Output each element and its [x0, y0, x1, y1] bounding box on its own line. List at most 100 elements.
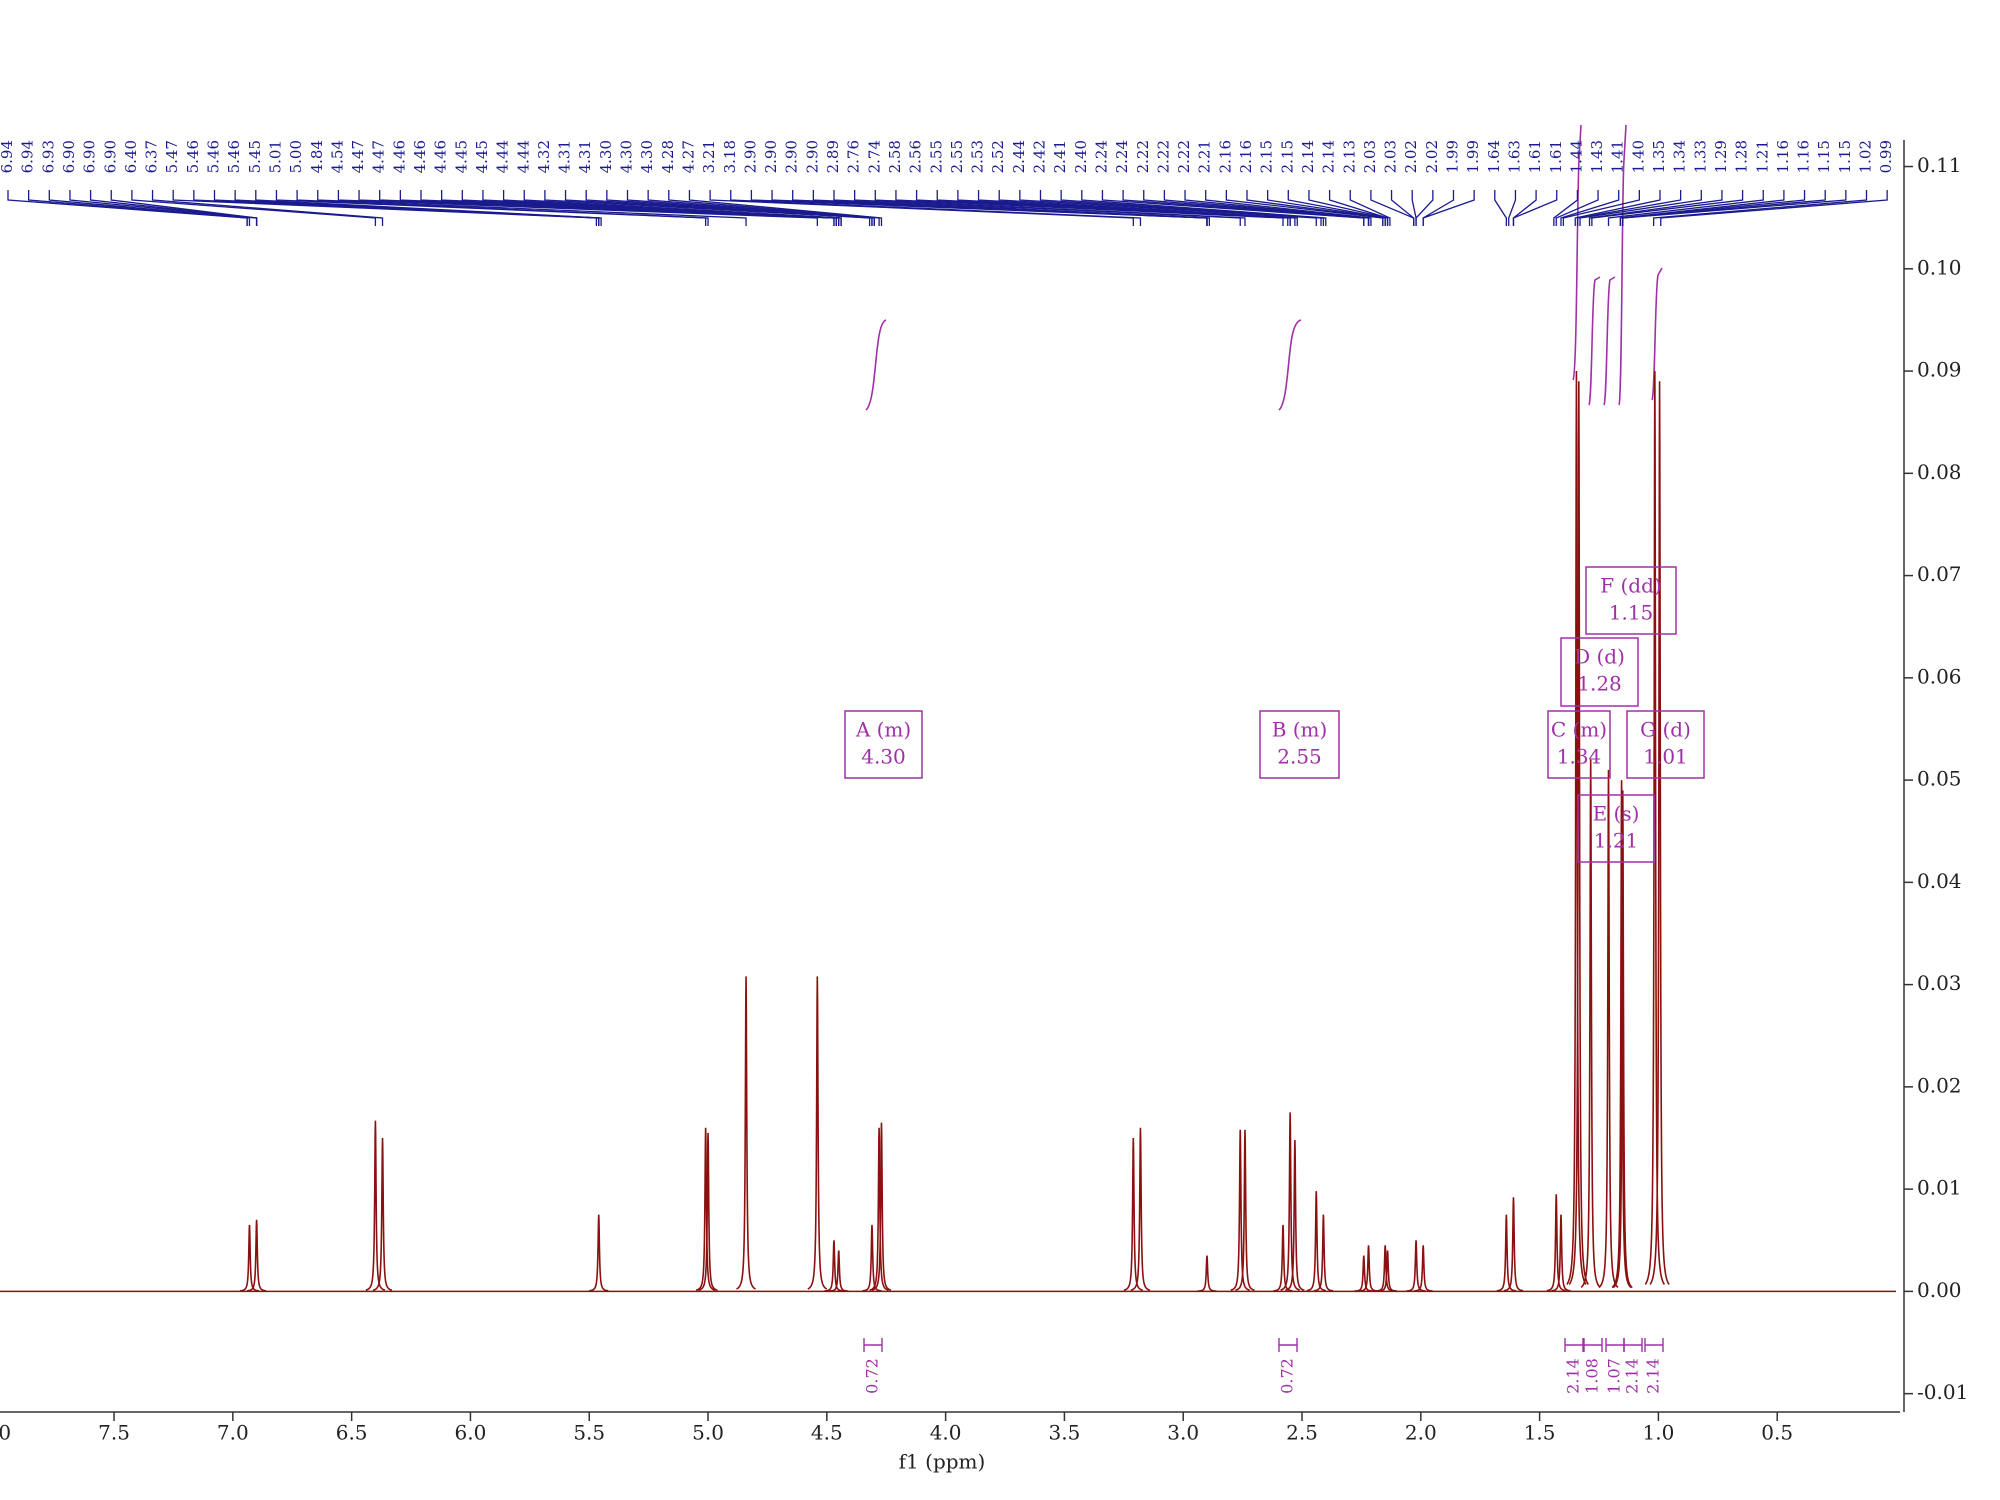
peak-label: 5.46 — [225, 140, 243, 173]
y-tick-label: 0.09 — [1917, 358, 1962, 382]
peak-label-line — [1422, 190, 1455, 226]
peak-label: 3.21 — [700, 140, 718, 173]
peak-label: 4.44 — [514, 140, 532, 173]
y-tick-label: 0.07 — [1917, 562, 1962, 586]
peak-label: 2.22 — [1134, 140, 1152, 173]
peak — [247, 1219, 267, 1292]
peak-label: 5.47 — [163, 140, 181, 173]
peak — [1306, 1191, 1326, 1292]
integral-curves — [865, 124, 1663, 411]
peak-label-line — [647, 190, 875, 226]
peak-label: 4.30 — [618, 140, 636, 173]
peak-label: 4.46 — [390, 140, 408, 173]
multiplet-name: B (m) — [1272, 718, 1328, 742]
peak-label: 1.02 — [1857, 140, 1875, 173]
peak — [869, 1127, 889, 1291]
peak-label: 2.03 — [1361, 140, 1379, 173]
peak-label: 5.45 — [246, 140, 264, 173]
peak-label-line — [1494, 190, 1507, 226]
peak-label: 4.47 — [370, 140, 388, 173]
peak — [589, 1214, 609, 1292]
peak-label: 1.43 — [1588, 140, 1606, 173]
peak-label: 4.44 — [494, 140, 512, 173]
peak-label: 2.90 — [762, 140, 780, 173]
multiplet-shift: 1.28 — [1577, 672, 1622, 696]
peak-label-line — [255, 190, 602, 226]
x-tick-label: 1.0 — [1642, 1421, 1674, 1445]
peak-label-line — [1574, 190, 1661, 226]
peak-label: 1.99 — [1444, 140, 1462, 173]
peak — [807, 976, 828, 1290]
multiplet-box — [1547, 710, 1611, 779]
peak — [1406, 1240, 1426, 1292]
multiplet-shift: 2.55 — [1277, 745, 1322, 769]
peak-label: 1.64 — [1485, 140, 1503, 173]
x-tick-label: 5.0 — [692, 1421, 724, 1445]
peak — [871, 1122, 892, 1291]
peak-label-line — [296, 190, 709, 226]
peak-label-line — [28, 190, 248, 226]
peak — [698, 1132, 718, 1291]
peak — [1354, 1255, 1374, 1292]
peak — [365, 1120, 386, 1291]
peak — [1580, 759, 1601, 1288]
peak-label-line — [1579, 190, 1702, 226]
peak-label-line — [1370, 190, 1415, 226]
peak-label-line — [1184, 190, 1370, 226]
peak-label-line — [1591, 190, 1744, 226]
peak-label-line — [1588, 190, 1723, 226]
peak — [1358, 1245, 1379, 1292]
x-tick-label: 6.5 — [336, 1421, 368, 1445]
multiplet-name: D (d) — [1574, 645, 1625, 669]
peak — [1566, 371, 1587, 1285]
peak — [372, 1137, 393, 1291]
x-tick-label: 4.5 — [811, 1421, 843, 1445]
peak-label: 1.61 — [1547, 140, 1565, 173]
x-tick-label: 7.0 — [217, 1421, 249, 1445]
peak-label: 2.14 — [1299, 140, 1317, 173]
peak-label-line — [1622, 190, 1847, 226]
peak-label-line — [1081, 190, 1327, 226]
peak-label-line — [317, 190, 747, 226]
peak-label: 2.90 — [803, 140, 821, 173]
y-tick-label: 0.02 — [1917, 1073, 1962, 1097]
peak-label: 6.94 — [19, 140, 37, 173]
peak-label: 0.99 — [1877, 140, 1895, 173]
multiplet-name: G (d) — [1640, 718, 1691, 742]
integral-curve — [1572, 124, 1582, 381]
peak-label: 1.15 — [1815, 140, 1833, 173]
peak-label: 4.32 — [535, 140, 553, 173]
x-tick-label: 0.5 — [1761, 1421, 1793, 1445]
peak — [1377, 1250, 1398, 1292]
peak-label: 2.52 — [989, 140, 1007, 173]
peak-label-line — [151, 190, 384, 226]
peak-label: 4.45 — [452, 140, 470, 173]
peak-label: 2.76 — [845, 140, 863, 173]
peak-label: 2.22 — [1154, 140, 1172, 173]
peak-label: 2.55 — [927, 140, 945, 173]
multiplet-box — [844, 710, 923, 779]
peak-label: 2.41 — [1051, 140, 1069, 173]
peak-label-line — [1619, 190, 1806, 226]
peak-label: 4.54 — [328, 140, 346, 173]
peak-label: 2.15 — [1278, 140, 1296, 173]
peak — [239, 1224, 260, 1292]
y-tick-label: 0.08 — [1917, 460, 1962, 484]
peak — [1496, 1214, 1516, 1292]
integral-bracket — [1278, 1338, 1298, 1352]
peak-label: 6.37 — [143, 140, 161, 173]
multiplet-name: F (dd) — [1600, 574, 1661, 598]
peak-label: 1.99 — [1464, 140, 1482, 173]
peak-label-line — [1562, 190, 1640, 226]
peak-label-line — [1287, 190, 1386, 226]
peak — [824, 1240, 844, 1292]
peak-label-line — [1246, 190, 1384, 226]
multiplet-shift: 1.21 — [1594, 829, 1639, 853]
peak-label: 1.61 — [1526, 140, 1544, 173]
peak-label-line — [110, 190, 258, 226]
peak — [862, 1224, 882, 1292]
peak-label: 4.46 — [432, 140, 450, 173]
peak — [1644, 371, 1666, 1285]
peak-label: 1.40 — [1629, 140, 1647, 173]
